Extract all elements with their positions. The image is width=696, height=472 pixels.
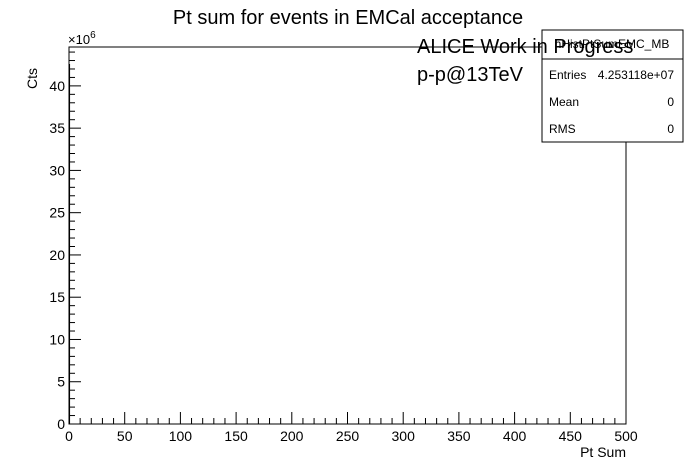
stats-rms-value: 0 xyxy=(667,122,674,136)
data-layer xyxy=(68,63,71,424)
y-tick-label: 10 xyxy=(49,331,65,347)
y-tick-label: 25 xyxy=(49,205,65,221)
y-exponent-label: ×106 xyxy=(68,30,96,47)
x-tick-label: 300 xyxy=(392,428,416,444)
x-tick-label: 450 xyxy=(559,428,583,444)
stats-entries-label: Entries xyxy=(549,68,586,82)
stats-rms-label: RMS xyxy=(549,122,576,136)
stats-box: hHistPtSumEMC_MB Entries 4.253118e+07 Me… xyxy=(541,29,684,143)
y-tick-label: 0 xyxy=(57,416,65,432)
x-tick-label: 0 xyxy=(65,428,73,444)
x-tick-label: 150 xyxy=(224,428,248,444)
annotation-energy: p-p@13TeV xyxy=(417,64,524,86)
stats-mean-value: 0 xyxy=(667,95,674,109)
annotation-alice: ALICE Work in Progress xyxy=(417,36,633,58)
chart-title: Pt sum for events in EMCal acceptance xyxy=(173,7,523,29)
x-tick-label: 50 xyxy=(117,428,133,444)
x-tick-label: 200 xyxy=(280,428,304,444)
y-tick-label: 40 xyxy=(49,78,65,94)
y-tick-label: 5 xyxy=(57,374,65,390)
tick-labels-layer: 0 50 100 150 200 250 300 350 400 450 500 0 5 10 15 20 25… xyxy=(49,78,637,444)
y-tick-label: 15 xyxy=(49,289,65,305)
y-tick-label: 35 xyxy=(49,120,65,136)
stats-mean-label: Mean xyxy=(549,95,579,109)
y-tick-label: 20 xyxy=(49,247,65,263)
x-tick-label: 100 xyxy=(169,428,193,444)
stats-box-frame xyxy=(541,29,684,143)
y-tick-label: 30 xyxy=(49,162,65,178)
y-axis-label: Cts xyxy=(24,68,40,89)
stats-box-name: hHistPtSumEMC_MB xyxy=(555,37,670,51)
x-axis-label: Pt Sum xyxy=(580,444,626,460)
x-tick-label: 250 xyxy=(336,428,360,444)
x-tick-label: 350 xyxy=(447,428,471,444)
histogram-bin xyxy=(68,63,71,424)
x-tick-label: 400 xyxy=(503,428,527,444)
x-tick-label: 500 xyxy=(614,428,638,444)
stats-entries-value: 4.253118e+07 xyxy=(598,68,675,82)
